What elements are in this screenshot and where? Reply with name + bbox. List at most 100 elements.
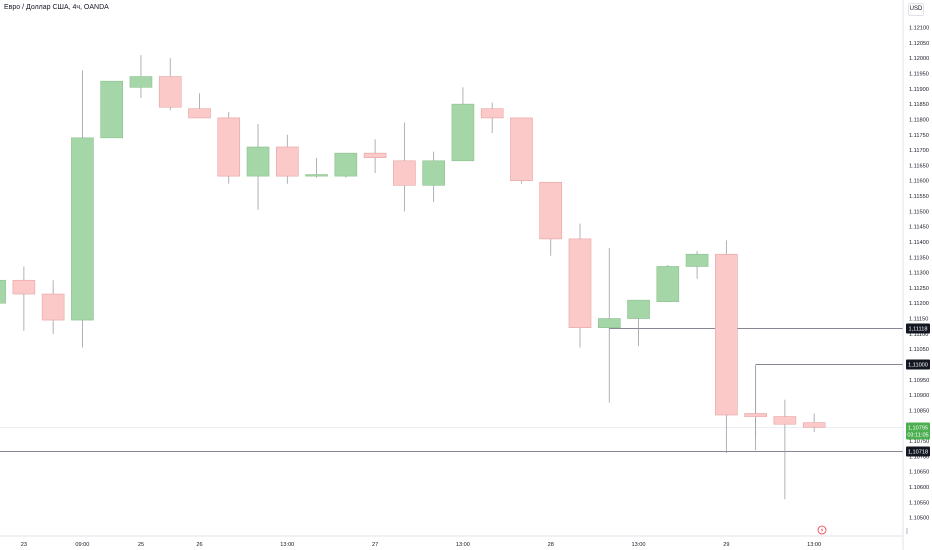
candle-body-down — [188, 108, 211, 119]
price-tick-label: 1.10500 — [909, 516, 929, 522]
candle[interactable] — [158, 58, 182, 111]
candle[interactable] — [685, 251, 709, 279]
price-tick-label: 1.11250 — [909, 286, 929, 292]
candle[interactable] — [129, 55, 153, 99]
price-tick-label: 1.12050 — [909, 41, 929, 47]
candle[interactable] — [568, 223, 592, 348]
candle[interactable] — [217, 111, 241, 184]
level-label-bg — [906, 323, 930, 334]
candle[interactable] — [246, 124, 270, 210]
price-tick-label: 1.11500 — [909, 209, 929, 215]
candle[interactable] — [275, 134, 299, 184]
price-tick-label: 1.10550 — [909, 500, 929, 506]
price-tick-label: 1.11450 — [909, 225, 929, 231]
candle-body-down — [12, 279, 36, 295]
candle-body-down — [744, 413, 767, 417]
candle[interactable] — [334, 152, 358, 178]
candle[interactable] — [12, 266, 36, 331]
level-label-bg — [906, 359, 930, 370]
candle-body-up — [305, 174, 328, 177]
candle-body-down — [217, 117, 241, 177]
time-tick-label: 23 — [21, 542, 27, 548]
candle[interactable] — [597, 248, 621, 330]
time-tick-label: 25 — [138, 542, 144, 548]
price-tick-label: 1.11950 — [909, 72, 929, 78]
price-tick-label: 1.12000 — [909, 56, 929, 62]
time-tick-label: 13:00 — [632, 542, 646, 548]
candle-body-down — [539, 181, 563, 240]
candle[interactable] — [100, 80, 123, 139]
candle[interactable] — [422, 151, 445, 203]
time-tick-label: 26 — [196, 542, 202, 548]
candle-body-up — [0, 279, 6, 304]
candle[interactable] — [539, 181, 563, 256]
candle[interactable] — [363, 139, 387, 174]
price-tick-label: 1.10700 — [909, 454, 929, 460]
level-price-label: 1,11000 — [908, 363, 928, 369]
candle-body-up — [100, 80, 123, 139]
candle[interactable] — [627, 299, 650, 347]
candle[interactable] — [188, 93, 211, 119]
candles — [0, 55, 826, 500]
price-tick-label: 1.11100 — [909, 332, 928, 338]
price-tick-label: 1.11400 — [909, 240, 929, 246]
candle[interactable] — [656, 264, 680, 302]
timezone-icon[interactable] — [817, 525, 827, 535]
candle-body-up — [597, 318, 621, 329]
currency-button[interactable]: USD — [908, 3, 924, 16]
candle-body-up — [656, 266, 680, 302]
candle[interactable] — [451, 87, 475, 162]
candle[interactable] — [744, 366, 767, 451]
candle-body-up — [627, 299, 650, 319]
candle-body-down — [510, 117, 533, 182]
candle-body-down — [41, 293, 65, 321]
price-tick-label: 1.10850 — [909, 408, 929, 414]
candle[interactable] — [305, 157, 328, 178]
price-tick-label: 1.11200 — [909, 301, 929, 307]
candle-body-down — [568, 238, 592, 329]
price-tick-label: 1.11700 — [909, 148, 929, 154]
candle-body-down — [158, 76, 182, 108]
level-label-bg — [906, 446, 930, 457]
candle-body-up — [129, 76, 153, 88]
price-tick-label: 1.11800 — [909, 117, 929, 123]
candle[interactable] — [71, 70, 94, 348]
bar-countdown-label: 03:11:05 — [907, 433, 928, 439]
time-tick-label: 09:00 — [75, 542, 89, 548]
level-lines — [0, 328, 903, 452]
candle[interactable] — [510, 117, 533, 184]
level-price-label: 1,10718 — [908, 450, 928, 456]
candle-body-down — [480, 108, 504, 119]
price-tick-label: 1.10750 — [909, 439, 929, 445]
candle[interactable] — [393, 122, 416, 212]
time-tick-label: 13:00 — [456, 542, 470, 548]
current-price-label-bg — [906, 422, 930, 440]
candle-body-down — [802, 422, 826, 428]
candle[interactable] — [802, 413, 826, 432]
price-tick-label: 1.11300 — [909, 271, 929, 277]
candle-body-down — [275, 146, 299, 177]
candle[interactable] — [41, 280, 65, 334]
candle-body-up — [685, 253, 709, 267]
time-axis: 23 09:00 25 26 13:00 27 13:00 28 13:00 29 13:00 — [21, 542, 821, 548]
time-tick-label: 13:00 — [807, 542, 821, 548]
time-tick-label: 27 — [372, 542, 378, 548]
candle-body-down — [363, 152, 387, 159]
price-tick-label: 1.11150 — [909, 317, 928, 323]
candle[interactable] — [773, 399, 797, 500]
candle-body-up — [71, 137, 94, 321]
candle-body-up — [451, 103, 475, 162]
price-tick-label: 1.12100 — [909, 26, 929, 32]
price-tick-label: 1.10950 — [909, 378, 929, 384]
candle[interactable] — [480, 102, 504, 134]
price-tick-label: 1.11600 — [909, 179, 929, 185]
candle[interactable] — [0, 279, 6, 304]
candle[interactable] — [715, 240, 738, 454]
current-price-label: 1,10795 — [908, 426, 928, 432]
candle-body-up — [334, 152, 358, 177]
time-tick-label: 28 — [548, 542, 554, 548]
price-tick-label: 1.10650 — [909, 470, 929, 476]
symbol-title: Евро / Доллар США, 4ч, OANDA — [4, 4, 109, 11]
price-tick-label: 1.11850 — [909, 102, 929, 108]
